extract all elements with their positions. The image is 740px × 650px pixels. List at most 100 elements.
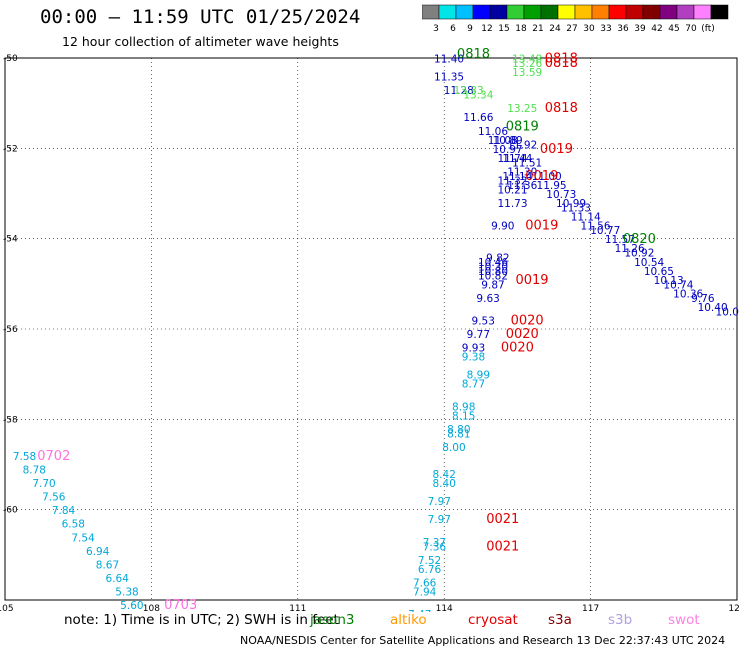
wave-height-label: 7.97 (428, 514, 451, 526)
wave-height-label: 10.92 (624, 248, 654, 260)
colorbar-swatch (710, 4, 729, 20)
map-subtitle: 12 hour collection of altimeter wave hei… (62, 34, 339, 49)
wave-height-label: 7.94 (413, 586, 437, 598)
wave-height-label: 13.59 (512, 67, 542, 79)
wave-height-label: 10.30 (478, 261, 508, 273)
wave-height-label: 10.80 (478, 266, 508, 278)
wave-height-label: 8.77 (462, 379, 485, 391)
wave-height-label: 11.26 (615, 243, 645, 255)
pass-time-label: 0020 (501, 341, 534, 356)
wave-height-label: 7.36 (423, 541, 447, 553)
wave-height-label: 8.80 (447, 424, 470, 436)
wave-height-label: 11.74 (497, 153, 527, 165)
wave-height-label: 11.95 (537, 180, 567, 192)
pass-time-label: 0020 (506, 327, 539, 342)
wave-height-label: 11.51 (512, 157, 542, 169)
pass-time-label: 0818 (545, 56, 578, 71)
note-text: note: 1) Time is in UTC; 2) SWH is in fe… (64, 612, 339, 628)
wave-height-label: 6.64 (106, 573, 130, 585)
altimeter-map: 105 108 111 114 117 120 -50 -52 -54 -56 -58 -60 11.4… (0, 47, 740, 612)
wave-height-label: 10.21 (497, 185, 527, 197)
pass-time-label: 0820 (623, 232, 656, 247)
wave-height-label: 7.52 (418, 555, 441, 567)
y-axis-tick-label: -52 (3, 144, 18, 154)
pass-time-label: 0818 (545, 52, 578, 67)
colorbar-label: 30 (583, 24, 595, 34)
wave-height-label: 10.36 (673, 288, 703, 300)
wave-height-label: 7.54 (71, 532, 95, 544)
y-axis-tick-label: -56 (3, 325, 18, 335)
wave-height-label: 10.54 (634, 257, 664, 269)
wave-height-label: 6.58 (62, 519, 85, 531)
map-frame (4, 57, 738, 601)
wave-height-label: 10.97 (493, 144, 523, 156)
wave-height-label: 9.90 (491, 221, 514, 233)
x-axis-tick-label: 114 (436, 604, 453, 612)
wave-height-label: 11.56 (580, 221, 610, 233)
colorbar-label: 70 (685, 24, 697, 34)
satellite-legend-s3b: s3b (608, 612, 633, 628)
colorbar-label: 45 (668, 24, 679, 34)
wave-height-label: 11.44 (502, 153, 532, 165)
x-axis-tick-label: 117 (582, 604, 599, 612)
wave-height-label: 9.38 (462, 352, 485, 364)
pass-time-label: 0019 (525, 219, 558, 234)
wave-height-label: 7.56 (42, 492, 66, 504)
wave-height-label: 10.13 (654, 275, 684, 287)
wave-height-label: 8.78 (23, 465, 46, 477)
wave-height-label: 7.70 (32, 478, 55, 490)
wave-height-label: 8.67 (96, 559, 119, 571)
colorbar-label: 6 (450, 24, 456, 34)
y-axis-tick-label: -60 (3, 506, 18, 516)
satellite-legend-cryosat: cryosat (468, 612, 518, 628)
wave-height-label: 11.00 (532, 171, 562, 183)
wave-height-label: 8.42 (433, 469, 456, 481)
colorbar-label: 12 (481, 24, 492, 34)
wave-height-label: 7.97 (428, 496, 451, 508)
wave-height-label: 9.87 (481, 279, 504, 291)
wave-height-label: 9.63 (476, 293, 499, 305)
pass-time-label: 0819 (506, 119, 539, 134)
wave-height-label: 9.53 (472, 315, 495, 327)
wave-height-label: 7.84 (52, 505, 76, 517)
pass-time-label: 0703 (164, 598, 197, 612)
wave-height-label: 8.98 (452, 401, 475, 413)
x-axis-tick-label: 108 (143, 604, 160, 612)
colorbar-label: 27 (566, 24, 577, 34)
colorbar-label: 15 (498, 24, 509, 34)
satellite-legend-s3a: s3a (548, 612, 572, 628)
wave-height-label: 11.14 (571, 212, 601, 224)
colorbar-label: 33 (600, 24, 611, 34)
wave-height-label: 11.57 (605, 234, 635, 246)
colorbar-label: 36 (617, 24, 629, 34)
wave-height-label: 11.35 (434, 72, 464, 84)
wave-height-label: 10.46 (478, 257, 508, 269)
wave-height-label: 10.99 (556, 198, 586, 210)
satellite-legend-jason3: jason3 (310, 612, 355, 628)
wave-height-label: 8.99 (467, 370, 490, 382)
wave-height-label: 7.66 (413, 577, 437, 589)
wave-height-label: 6.94 (86, 546, 110, 558)
wave-height-label: 11.30 (507, 166, 537, 178)
pass-time-label: 0818 (457, 47, 490, 62)
wave-height-label: 13.25 (507, 103, 537, 115)
pass-time-label: 0818 (545, 101, 578, 116)
wave-height-label: 6.76 (418, 564, 442, 576)
wave-height-label: 10.40 (698, 302, 728, 314)
colorbar-label: 39 (634, 24, 646, 34)
wave-height-label: 10.77 (590, 225, 620, 237)
pass-time-label: 0021 (486, 512, 519, 527)
wave-height-label: 8.81 (447, 428, 470, 440)
footer-credit: NOAA/NESDIS Center for Satellite Applica… (240, 634, 726, 647)
colorbar-label: 42 (651, 24, 662, 34)
wave-height-label: 7.47 (408, 609, 431, 612)
wave-height-label: 9.93 (462, 343, 485, 355)
wave-height-label: 11.32 (497, 175, 527, 187)
colorbar-label: 24 (549, 24, 561, 34)
pass-time-label: 0702 (37, 449, 70, 464)
map-title: 00:00 – 11:59 UTC 01/25/2024 (40, 6, 361, 28)
wave-height-label: 10.0 (716, 306, 739, 318)
satellite-legend-swot: swot (668, 612, 700, 628)
y-axis-tick-label: -54 (3, 235, 18, 245)
colorbar-label: (ft) (701, 24, 715, 34)
